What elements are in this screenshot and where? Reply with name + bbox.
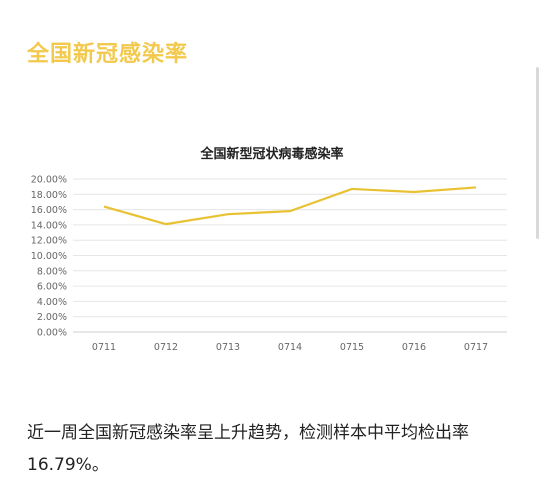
y-tick-label: 0.00% [37,328,67,339]
y-tick-label: 8.00% [37,266,67,277]
y-tick-label: 20.00% [31,175,67,186]
x-tick-label: 0716 [402,342,426,353]
x-tick-label: 0717 [464,342,488,353]
y-tick-label: 10.00% [31,251,67,262]
section-heading: 全国新冠感染率 [27,42,189,67]
x-tick-label: 0713 [216,342,240,353]
y-tick-label: 12.00% [31,236,67,247]
y-tick-label: 2.00% [37,312,67,323]
series-line [103,186,477,226]
x-tick-label: 0714 [278,342,302,353]
x-tick-label: 0711 [92,342,116,353]
scrollbar[interactable] [536,67,539,239]
y-tick-label: 6.00% [37,282,67,293]
x-tick-label: 0712 [154,342,178,353]
summary-paragraph: 近一周全国新冠感染率呈上升趋势，检测样本中平均检出率16.79%。 [27,423,469,475]
infection-rate-line-chart: 全国新型冠状病毒感染率 0.00% 2.00% 4.00% 6.00% 8.00% 10.… [31,146,507,353]
chart-title: 全国新型冠状病毒感染率 [199,146,343,162]
y-tick-label: 16.00% [31,205,67,216]
x-tick-label: 0715 [340,342,364,353]
y-tick-label: 18.00% [31,190,67,201]
y-tick-label: 4.00% [37,297,67,308]
y-tick-label: 14.00% [31,220,67,231]
